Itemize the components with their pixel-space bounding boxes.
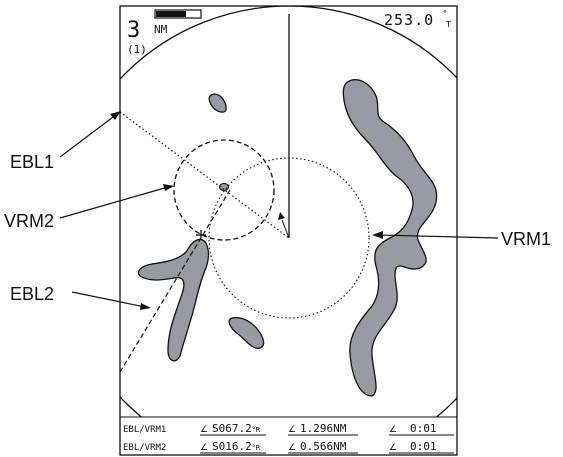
readout-time: 0:01 <box>410 440 437 453</box>
callout-vrm2-arrow <box>163 184 174 191</box>
angle-mark: ∠ <box>200 425 208 435</box>
heading-degree: ° <box>443 9 447 18</box>
range-sub: (1) <box>127 43 147 56</box>
range-unit: NM <box>154 23 168 36</box>
range-scale-fill <box>156 11 186 17</box>
vrm2-ring <box>173 139 275 241</box>
angle-mark: ∠ <box>200 443 208 453</box>
readout-time: 0:01 <box>410 422 437 435</box>
readout-bearing-unit: °R <box>252 426 261 434</box>
ebl1-arrowhead <box>278 212 290 239</box>
land-mass-west <box>137 238 210 362</box>
readout-bearing: S067.2 <box>212 422 252 435</box>
heading-ref: T <box>445 20 451 29</box>
heading-value: 253.0 <box>384 11 434 29</box>
callout-ebl2: EBL2 <box>10 284 54 304</box>
ebl2-line <box>119 189 231 373</box>
callout-ebl2-arrow <box>140 303 151 310</box>
callout-vrm1-arrow <box>372 231 383 239</box>
readout-bearing: S016.2 <box>212 440 252 453</box>
readout-label: EBL/VRM2 <box>123 443 166 453</box>
callout-ebl1-arrow <box>110 111 121 120</box>
readout-distance: 0.566NM <box>300 440 347 453</box>
callout-vrm2: VRM2 <box>4 211 54 231</box>
target-blip <box>218 182 230 192</box>
angle-mark: ∠ <box>288 425 296 435</box>
range-value: 3 <box>127 18 140 43</box>
angle-mark: ∠ <box>389 443 397 453</box>
crosshair-marker <box>196 230 206 240</box>
readout-label: EBL/VRM1 <box>123 425 166 435</box>
vrm1-ring <box>208 157 370 319</box>
angle-mark: ∠ <box>389 425 397 435</box>
angle-mark: ∠ <box>288 443 296 453</box>
island-south <box>228 316 265 349</box>
readout-row-2: EBL/VRM2 ∠ S016.2 °R ∠ 0.566NM ∠ 0:01 <box>123 440 454 454</box>
callout-ebl1: EBL1 <box>10 152 54 172</box>
readout-row-1: EBL/VRM1 ∠ S067.2 °R ∠ 1.296NM ∠ 0:01 <box>123 422 454 436</box>
island-small <box>208 93 227 113</box>
ebl1-line <box>119 111 290 239</box>
callout-vrm1: VRM1 <box>501 229 551 249</box>
range-scale-bar <box>154 9 202 19</box>
readout-bearing-unit: °R <box>252 444 261 452</box>
land-mass-east <box>342 79 438 397</box>
readout-distance: 1.296NM <box>300 422 347 435</box>
